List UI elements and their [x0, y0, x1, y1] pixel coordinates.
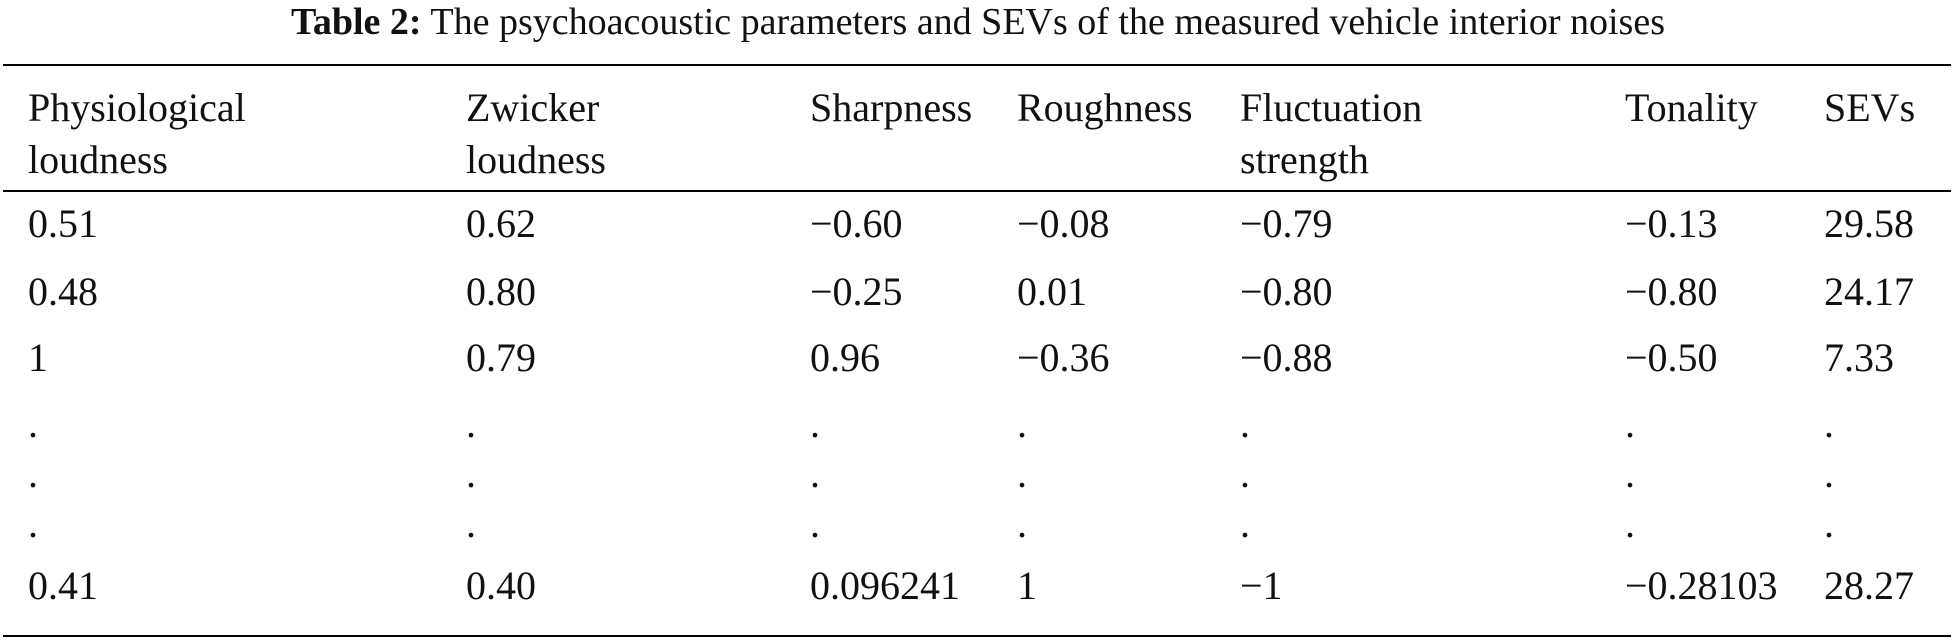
table-cell: .: [810, 501, 820, 546]
table-cell: .: [1824, 501, 1834, 546]
table-bottom-rule: [3, 635, 1951, 637]
table-cell: 0.79: [466, 335, 536, 380]
table-cell: 24.17: [1824, 269, 1914, 314]
column-header-line: Fluctuation: [1240, 85, 1423, 130]
column-header-line: Zwicker: [466, 85, 600, 130]
table-cell: −0.25: [810, 269, 903, 314]
table-cell: 1: [28, 335, 48, 380]
table-cell: 29.58: [1824, 201, 1914, 246]
table-cell: 0.41: [28, 563, 98, 608]
column-header-line: Tonality: [1625, 85, 1758, 130]
table-caption: Table 2: The psychoacoustic parameters a…: [0, 0, 1956, 44]
table-cell: .: [1625, 451, 1635, 496]
table-cell: −0.80: [1240, 269, 1333, 314]
table-cell: .: [28, 451, 38, 496]
table-cell: .: [28, 401, 38, 446]
column-header: Fluctuation strength: [1240, 82, 1422, 186]
table-cell: −0.08: [1017, 201, 1110, 246]
column-header-line: SEVs: [1824, 85, 1916, 130]
table-cell: .: [1017, 501, 1027, 546]
table-cell: −0.28103: [1625, 563, 1778, 608]
table-cell: .: [1625, 501, 1635, 546]
table-caption-text: The psychoacoustic parameters and SEVs o…: [430, 1, 1665, 43]
table-cell: .: [1240, 451, 1250, 496]
table-cell: 7.33: [1824, 335, 1894, 380]
table-cell: −0.36: [1017, 335, 1110, 380]
column-header-line: Roughness: [1017, 85, 1193, 130]
table-cell: .: [1240, 401, 1250, 446]
column-header-line: Physiological: [28, 85, 246, 130]
table-cell: .: [810, 451, 820, 496]
table-cell: .: [1625, 401, 1635, 446]
table-cell: −0.79: [1240, 201, 1333, 246]
column-header: Roughness: [1017, 82, 1193, 134]
table-cell: .: [1017, 451, 1027, 496]
table-top-rule: [3, 64, 1951, 66]
column-header: SEVs: [1824, 82, 1915, 134]
table-cell: .: [466, 401, 476, 446]
column-header-line: loudness: [466, 137, 606, 182]
table-cell: −0.13: [1625, 201, 1718, 246]
table-cell: .: [810, 401, 820, 446]
table-cell: 0.40: [466, 563, 536, 608]
table-cell: .: [1240, 501, 1250, 546]
table-cell: .: [1824, 401, 1834, 446]
table-cell: .: [1017, 401, 1027, 446]
column-header-line: loudness: [28, 137, 168, 182]
column-header: Physiological loudness: [28, 82, 246, 186]
table-cell: .: [1824, 451, 1834, 496]
table-cell: 0.01: [1017, 269, 1087, 314]
table-cell: −0.60: [810, 201, 903, 246]
table-cell: −1: [1240, 563, 1283, 608]
table-cell: −0.80: [1625, 269, 1718, 314]
table-cell: −0.50: [1625, 335, 1718, 380]
table-cell: .: [466, 501, 476, 546]
column-header: Sharpness: [810, 82, 972, 134]
table-cell: 1: [1017, 563, 1037, 608]
table-cell: 0.80: [466, 269, 536, 314]
table-cell: 0.48: [28, 269, 98, 314]
table-cell: 28.27: [1824, 563, 1914, 608]
table-cell: 0.096241: [810, 563, 960, 608]
column-header: Tonality: [1625, 82, 1758, 134]
table-cell: −0.88: [1240, 335, 1333, 380]
table-caption-label: Table 2:: [291, 1, 422, 43]
column-header: Zwicker loudness: [466, 82, 606, 186]
table-cell: .: [28, 501, 38, 546]
table-cell: 0.96: [810, 335, 880, 380]
table-cell: .: [466, 451, 476, 496]
column-header-line: Sharpness: [810, 85, 973, 130]
table-header-rule: [3, 190, 1951, 192]
table-cell: 0.51: [28, 201, 98, 246]
column-header-line: strength: [1240, 137, 1369, 182]
table-cell: 0.62: [466, 201, 536, 246]
